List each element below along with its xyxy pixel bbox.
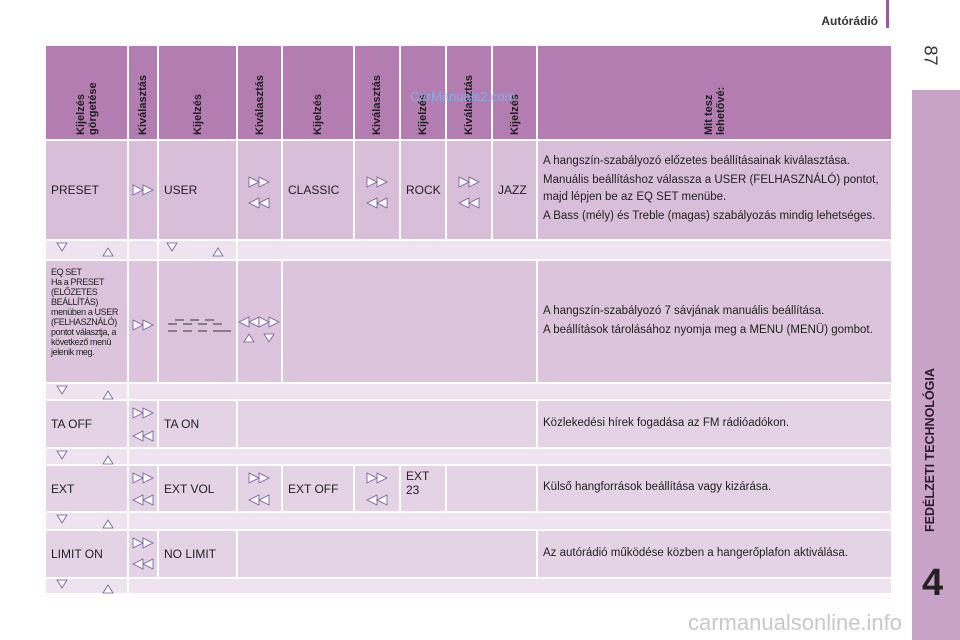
table-cell: Kiválasztás bbox=[238, 46, 281, 139]
table-cell: PRESET bbox=[46, 141, 127, 239]
option-label: JAZZ bbox=[498, 183, 527, 197]
table-cell: Kiválasztás bbox=[355, 46, 399, 139]
column-header: Kijelzés bbox=[312, 94, 324, 135]
table-cell bbox=[129, 261, 157, 382]
chapter-number: 4 bbox=[922, 562, 944, 604]
table-cell: Kijelzés bbox=[283, 46, 353, 139]
table-cell bbox=[129, 466, 157, 511]
table-cell bbox=[238, 531, 536, 577]
description: A beállítások tárolásához nyomja meg a M… bbox=[543, 323, 873, 336]
option-label: TA ON bbox=[164, 417, 200, 431]
table-cell bbox=[46, 513, 127, 529]
description: Manuális beállításhoz válassza a USER (F… bbox=[543, 174, 879, 203]
table-cell bbox=[238, 401, 536, 447]
table-cell: EQ SET Ha a PRESET (ELŐZETES BEÁLLÍTÁS) m… bbox=[46, 261, 127, 382]
description: Külső hangforrások beállítása vagy kizár… bbox=[543, 481, 772, 493]
sidebar bbox=[912, 90, 960, 640]
description: Az autórádió működése közben a hangerőpl… bbox=[543, 546, 848, 559]
table-cell bbox=[238, 141, 281, 239]
column-header: Kiválasztás bbox=[371, 75, 383, 135]
table-cell bbox=[355, 466, 399, 511]
column-header: Kijelzés görgetése bbox=[74, 82, 99, 135]
option-label: EXT 23 bbox=[406, 469, 430, 497]
table-cell: A hangszín-szabályozó 7 sávjának manuáli… bbox=[538, 261, 891, 382]
table-cell: EXT OFF bbox=[283, 466, 353, 511]
table-cell bbox=[238, 261, 281, 382]
table-cell: EXT VOL bbox=[159, 466, 236, 511]
table-cell: Kiválasztás bbox=[447, 46, 491, 139]
column-header: Kiválasztás bbox=[253, 75, 266, 135]
table-cell: Kiválasztás bbox=[129, 46, 157, 139]
option-label: EXT bbox=[51, 481, 75, 496]
description: A hangszín-szabályozó 7 sávjának manuáli… bbox=[543, 304, 825, 317]
description: A Bass (mély) és Treble (magas) szabályo… bbox=[543, 210, 876, 222]
table-cell bbox=[129, 579, 891, 593]
table-cell: USER bbox=[159, 141, 236, 239]
option-label: USER bbox=[164, 183, 198, 197]
option-label: Ha a PRESET (ELŐZETES BEÁLLÍTÁS) menüben… bbox=[51, 277, 118, 357]
chapter-title: FEDÉLZETI TECHNOLÓGIA bbox=[923, 368, 937, 532]
table-cell bbox=[447, 466, 536, 511]
column-header: Kiválasztás bbox=[463, 75, 475, 135]
table-cell: TA ON bbox=[159, 401, 236, 447]
option-label: NO LIMIT bbox=[164, 547, 217, 561]
table-cell bbox=[129, 449, 891, 464]
option-label: EXT OFF bbox=[288, 481, 339, 496]
table-cell: Külső hangforrások beállítása vagy kizár… bbox=[538, 466, 891, 511]
option-label: TA OFF bbox=[51, 417, 93, 431]
table-cell bbox=[129, 531, 157, 577]
table-cell bbox=[129, 401, 157, 447]
table-cell bbox=[46, 579, 127, 593]
table-cell: Kijelzés bbox=[401, 46, 445, 139]
table-cell bbox=[129, 384, 891, 399]
option-label: CLASSIC bbox=[288, 183, 340, 197]
option-label: ROCK bbox=[406, 183, 441, 197]
table-cell bbox=[129, 241, 157, 259]
table-cell: EXT 23 bbox=[401, 466, 445, 511]
table-cell: Kijelzés bbox=[493, 46, 536, 139]
page-number: 87 bbox=[920, 45, 941, 66]
table-cell bbox=[129, 513, 891, 529]
table-cell bbox=[238, 466, 281, 511]
description: A hangszín-szabályozó előzetes beállítás… bbox=[543, 155, 850, 167]
table-cell: CLASSIC bbox=[283, 141, 353, 239]
table-cell: A hangszín-szabályozó előzetes beállítás… bbox=[538, 141, 891, 239]
option-label: EXT VOL bbox=[164, 481, 215, 496]
option-label: PRESET bbox=[51, 183, 100, 197]
table-cell: Kijelzés görgetése bbox=[46, 46, 127, 139]
column-header: Kijelzés bbox=[191, 94, 204, 135]
table-cell bbox=[46, 241, 127, 259]
table-cell: EXT bbox=[46, 466, 127, 511]
section-title: Autórádió bbox=[821, 14, 878, 28]
table-cell bbox=[159, 261, 236, 382]
description: Közlekedési hírek fogadása az FM rádióad… bbox=[543, 416, 790, 429]
watermark: carmanualsonline.info bbox=[688, 610, 903, 635]
column-header: Kiválasztás bbox=[137, 75, 149, 135]
table-cell bbox=[46, 384, 127, 399]
table-cell: ROCK bbox=[401, 141, 445, 239]
table-cell: Az autórádió működése közben a hangerőpl… bbox=[538, 531, 891, 577]
section-bar bbox=[886, 0, 889, 28]
table-cell: Kijelzés bbox=[159, 46, 236, 139]
option-label: LIMIT ON bbox=[51, 547, 103, 561]
table-cell bbox=[129, 141, 157, 239]
table-cell: JAZZ bbox=[493, 141, 536, 239]
table-cell: LIMIT ON bbox=[46, 531, 127, 577]
table-cell bbox=[159, 241, 236, 259]
table-cell bbox=[283, 261, 536, 382]
table-cell bbox=[355, 141, 399, 239]
table-cell: Mit tesz lehetővé: bbox=[538, 46, 891, 139]
watermark: CarManuals2.com bbox=[410, 89, 516, 104]
column-header: Mit tesz lehetővé: bbox=[702, 86, 727, 135]
table-cell bbox=[46, 449, 127, 464]
table-cell: TA OFF bbox=[46, 401, 127, 447]
table-cell bbox=[447, 141, 491, 239]
table-cell bbox=[238, 241, 891, 259]
table-cell: NO LIMIT bbox=[159, 531, 236, 577]
option-label: EQ SET bbox=[51, 267, 82, 277]
table-cell: Közlekedési hírek fogadása az FM rádióad… bbox=[538, 401, 891, 447]
